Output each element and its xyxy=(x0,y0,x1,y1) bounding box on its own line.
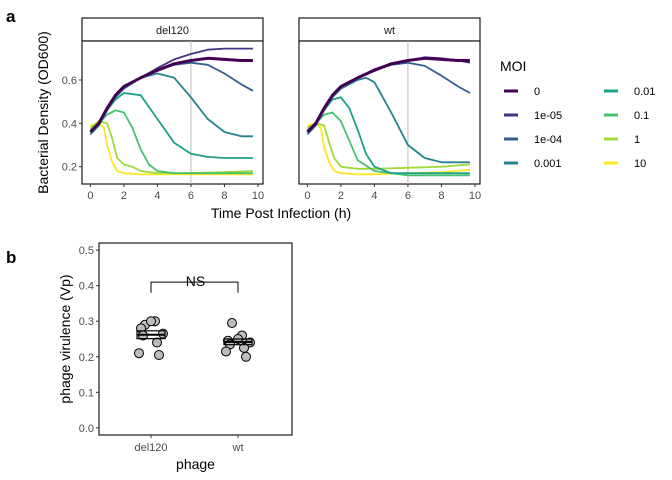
data-point-del120-7 xyxy=(134,348,144,359)
growth-curves: 0 2 4 6 8 10 0.2 0.4 0.6 0 2 4 6 8 10 xyxy=(62,41,481,202)
y-axis-title-a: Bacterial Density (OD600) xyxy=(35,31,51,194)
legend-label-1: 1 xyxy=(634,134,640,146)
series-line-wt-0 xyxy=(306,56,470,134)
panel-letter-b: b xyxy=(6,248,16,267)
data-point-del120-2 xyxy=(146,316,156,327)
y-tick-label-a-0: 0.2 xyxy=(62,162,77,174)
series-line-del120-10 xyxy=(90,122,253,176)
series-line-del120-0 xyxy=(89,56,253,134)
strip-label-del120: del120 xyxy=(156,25,189,37)
y-tick-label-b-4: 0.4 xyxy=(79,281,94,293)
x-axis-title-b: phage xyxy=(176,456,215,472)
x-tick-label-0-0: 0 xyxy=(87,190,93,202)
y-axis-title-b: phage virulence (Vp) xyxy=(57,274,73,403)
data-point-del120-6 xyxy=(152,337,162,348)
data-point-wt-0 xyxy=(227,318,237,328)
strip-label-wt: wt xyxy=(383,25,395,37)
x-tick-label-1-5: 10 xyxy=(469,190,481,202)
x-tick-label-1-1: 2 xyxy=(338,190,344,202)
series-line-wt-0p1 xyxy=(306,111,470,177)
x-tick-label-0-4: 8 xyxy=(221,190,227,202)
data-point-wt-7 xyxy=(221,346,231,357)
y-tick-label-b-3: 0.3 xyxy=(79,316,94,328)
y-tick-label-b-0: 0.0 xyxy=(79,423,94,435)
data-point-wt-8 xyxy=(241,351,251,362)
x-axis-title-a: Time Post Infection (h) xyxy=(211,205,351,221)
series-line-wt-1 xyxy=(306,122,470,170)
significance-label: NS xyxy=(186,273,205,289)
y-tick-label-b-1: 0.1 xyxy=(79,387,94,399)
legend-label-1e-05: 1e-05 xyxy=(534,110,562,122)
y-tick-label-b-2: 0.2 xyxy=(79,352,94,364)
legend: MOI 0 1e-05 1e-04 0.001 0.01 0.1 1 10 xyxy=(500,58,655,170)
virulence-points: 0.0 0.1 0.2 0.3 0.4 0.5 del120 wt xyxy=(79,245,255,454)
series-line-del120-0p1 xyxy=(89,109,253,175)
legend-label-0p01: 0.01 xyxy=(634,86,655,98)
plot-panel-b xyxy=(98,242,293,436)
x-tick-label-1-3: 6 xyxy=(405,190,411,202)
x-tick-label-0-1: 2 xyxy=(121,190,127,202)
facet-panel-del120 xyxy=(81,40,264,185)
y-tick-label-b-5: 0.5 xyxy=(79,245,94,257)
x-tick-label-0-3: 6 xyxy=(188,190,194,202)
x-tick-label-0-2: 4 xyxy=(154,190,160,202)
panel-letter-a: a xyxy=(6,7,16,26)
x-tick-label-1-2: 4 xyxy=(371,190,377,202)
significance-bracket xyxy=(150,281,239,293)
legend-title: MOI xyxy=(500,58,526,74)
legend-label-10: 10 xyxy=(634,158,646,170)
y-tick-label-a-1: 0.4 xyxy=(62,118,77,130)
legend-label-0: 0 xyxy=(534,86,540,98)
x-tick-label-1-4: 8 xyxy=(438,190,444,202)
legend-label-0p1: 0.1 xyxy=(634,110,649,122)
x-tick-label-del120: del120 xyxy=(134,442,167,454)
legend-label-1e-04: 1e-04 xyxy=(534,134,562,146)
legend-label-0p001: 0.001 xyxy=(534,158,562,170)
x-tick-label-1-0: 0 xyxy=(304,190,310,202)
data-point-del120-8 xyxy=(154,350,164,360)
x-tick-label-wt: wt xyxy=(232,442,244,454)
x-tick-label-0-5: 10 xyxy=(252,190,264,202)
y-tick-label-a-2: 0.6 xyxy=(62,75,77,87)
